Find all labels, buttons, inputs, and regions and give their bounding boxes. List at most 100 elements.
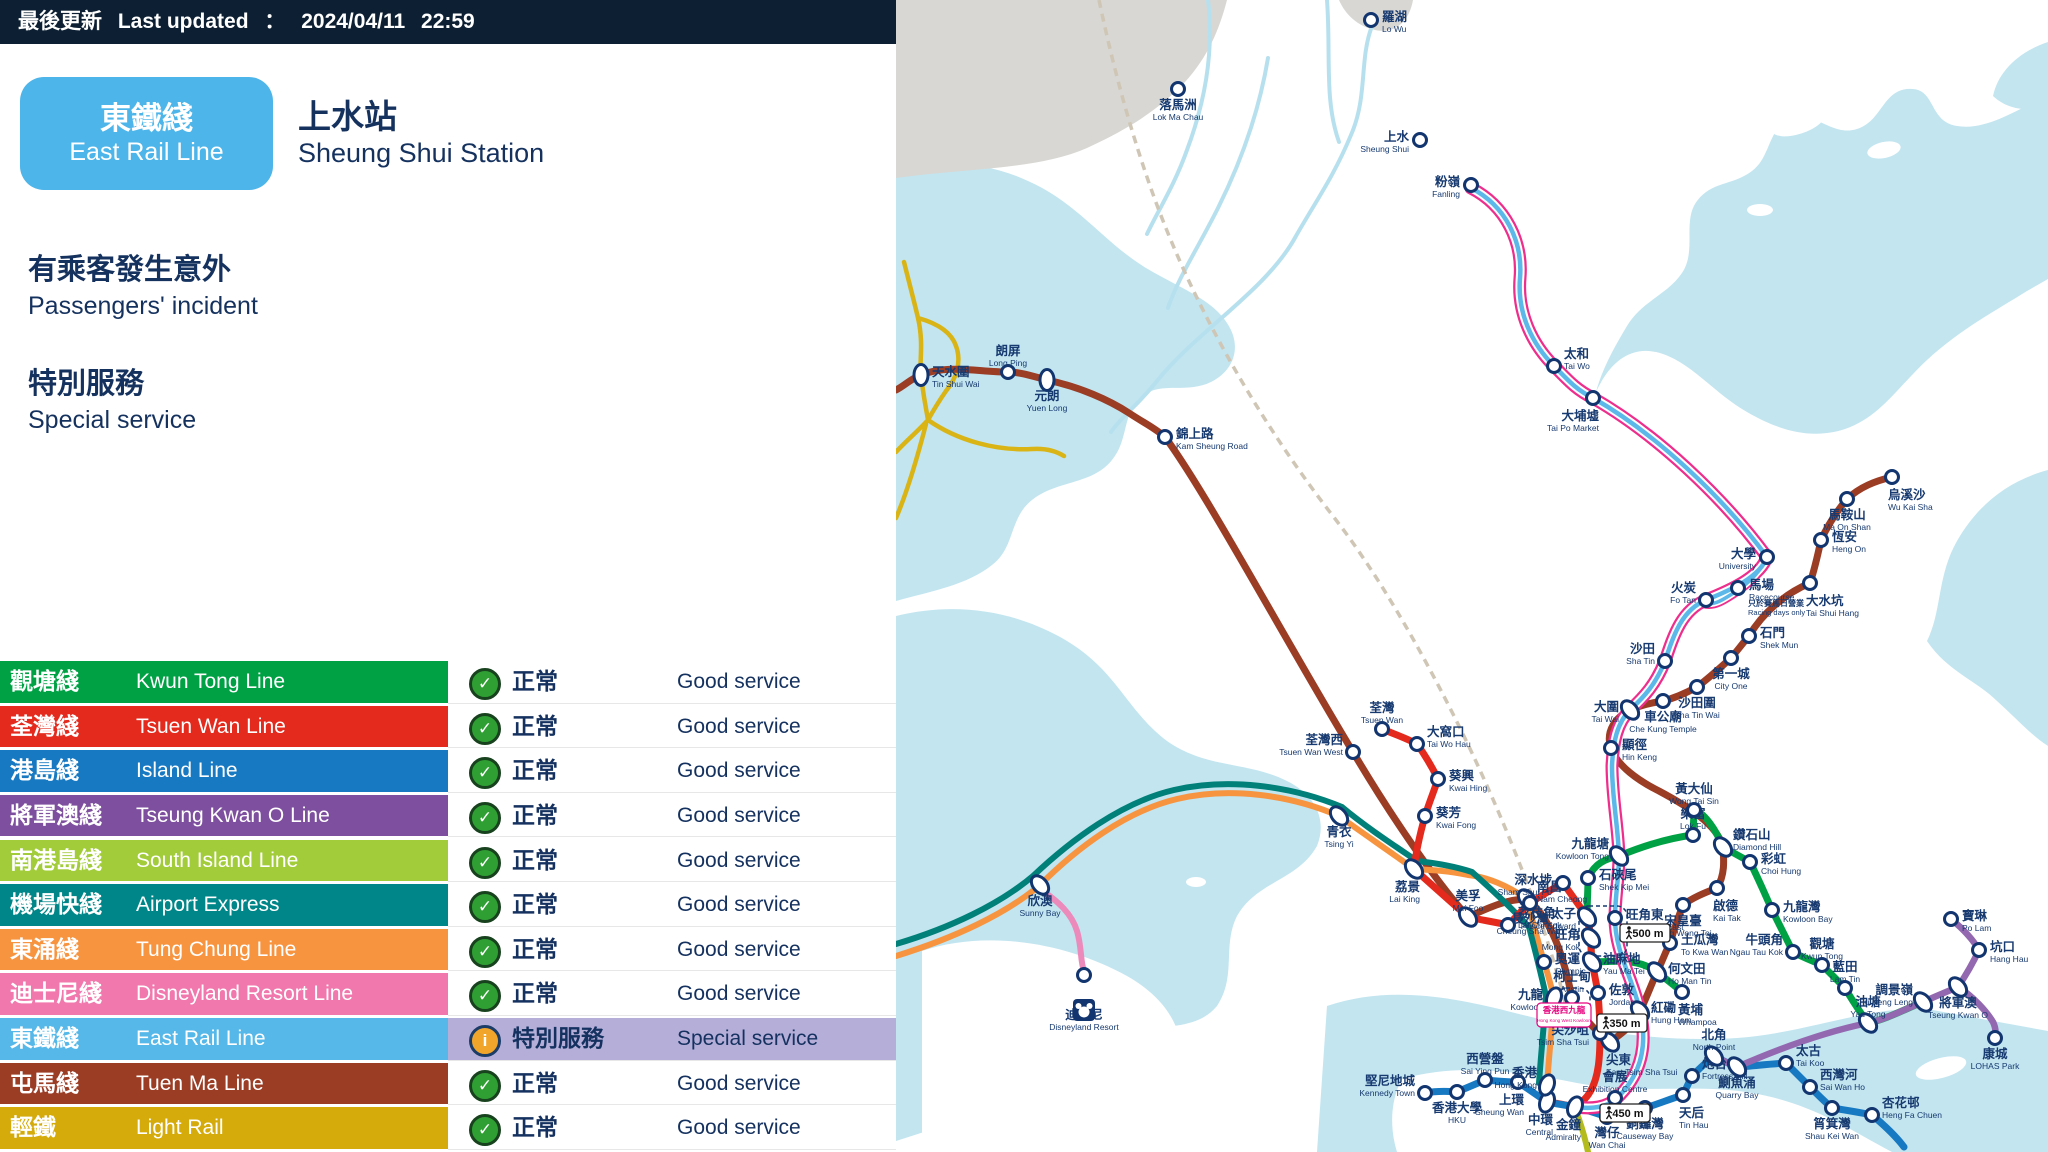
station-label-en: Kowloon Tong xyxy=(1556,851,1610,861)
rail-line-drl[interactable] xyxy=(1037,886,1087,974)
line-status-row-kwun-tong-line[interactable]: 觀塘綫 Kwun Tong Line ✓ 正常 Good service xyxy=(0,661,896,706)
station-label-en: Ho Man Tin xyxy=(1668,976,1712,986)
station-label-zh: 香港 xyxy=(1511,1065,1538,1080)
station-label-en: Heng On xyxy=(1832,544,1866,554)
station-label-zh: 大圍 xyxy=(1594,699,1619,714)
station-marker xyxy=(1741,628,1757,644)
line-status-row-tsuen-wan-line[interactable]: 荃灣綫 Tsuen Wan Line ✓ 正常 Good service xyxy=(0,705,896,751)
line-status-row-east-rail-line[interactable]: 東鐵綫 East Rail Line i 特別服務 Special service xyxy=(0,1018,896,1063)
line-status-row-tung-chung-line[interactable]: 東涌綫 Tung Chung Line ✓ 正常 Good service xyxy=(0,928,896,974)
line-status-row-tseung-kwan-o-line[interactable]: 將軍澳綫 Tseung Kwan O Line ✓ 正常 Good service xyxy=(0,794,896,840)
station-marker xyxy=(1684,1068,1700,1084)
line-status-row-light-rail[interactable]: 輕鐵 Light Rail ✓ 正常 Good service xyxy=(0,1107,896,1152)
line-status-row-island-line[interactable]: 港島綫 Island Line ✓ 正常 Good service xyxy=(0,750,896,795)
line-status-row-south-island-line[interactable]: 南港島綫 South Island Line ✓ 正常 Good service xyxy=(0,839,896,885)
line-status-row-airport-express[interactable]: 機場快綫 Airport Express ✓ 正常 Good service xyxy=(0,884,896,929)
station-label-en: Yau Tong xyxy=(1850,1009,1885,1019)
line-name-en: Tuen Ma Line xyxy=(136,1071,264,1095)
station-label-zh: 欣澳 xyxy=(1027,893,1053,908)
line-status-row-tuen-ma-line[interactable]: 屯馬綫 Tuen Ma Line ✓ 正常 Good service xyxy=(0,1062,896,1108)
interchange-marker xyxy=(1947,976,1969,998)
line-status-row-disneyland-resort-line[interactable]: 迪士尼綫 Disneyland Resort Line ✓ 正常 Good servic… xyxy=(0,973,896,1018)
line-chip-east-rail[interactable]: 東鐵綫 East Rail Line xyxy=(20,77,273,190)
